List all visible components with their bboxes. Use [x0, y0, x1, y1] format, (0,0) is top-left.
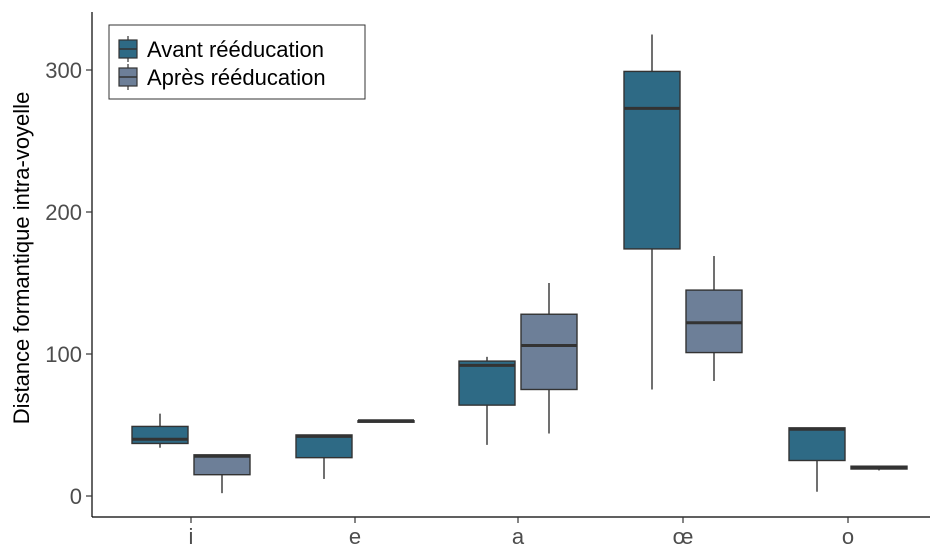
box-body	[623, 70, 681, 250]
box-e-avant	[295, 434, 353, 479]
box-body	[131, 425, 189, 445]
legend-box	[108, 24, 366, 100]
legend-key	[118, 36, 138, 62]
box-body	[520, 313, 578, 391]
x-tick-label: e	[349, 524, 361, 546]
y-axis-title: Distance formantique intra-voyelle	[9, 92, 34, 425]
x-tick-label: o	[842, 524, 854, 546]
plot-area	[131, 34, 908, 494]
x-tick-label: œ	[673, 524, 694, 546]
legend-key	[118, 64, 138, 90]
x-tick-label: a	[512, 524, 525, 546]
legend-label: Après rééducation	[147, 65, 326, 90]
y-tick-label: 0	[70, 484, 82, 509]
box-body	[193, 454, 251, 476]
y-axis-ticks: 0 100 200 300	[45, 58, 92, 509]
y-tick-label: 100	[45, 342, 82, 367]
box-body	[295, 434, 353, 459]
legend: Avant rééducation Après rééducation	[108, 24, 366, 100]
y-tick-label: 300	[45, 58, 82, 83]
box-a-avant	[458, 356, 516, 445]
box-body	[458, 360, 516, 406]
y-tick-label: 200	[45, 200, 82, 225]
box-œ-apres	[685, 256, 743, 381]
box-o-apres	[850, 465, 908, 471]
box-e-apres	[357, 419, 415, 423]
box-a-apres	[520, 283, 578, 434]
box-i-avant	[131, 413, 189, 448]
box-i-apres	[193, 454, 251, 494]
box-o-avant	[788, 427, 846, 492]
legend-label: Avant rééducation	[147, 37, 324, 62]
box-body	[788, 427, 846, 462]
x-tick-label: i	[189, 524, 194, 546]
box-œ-avant	[623, 34, 681, 390]
